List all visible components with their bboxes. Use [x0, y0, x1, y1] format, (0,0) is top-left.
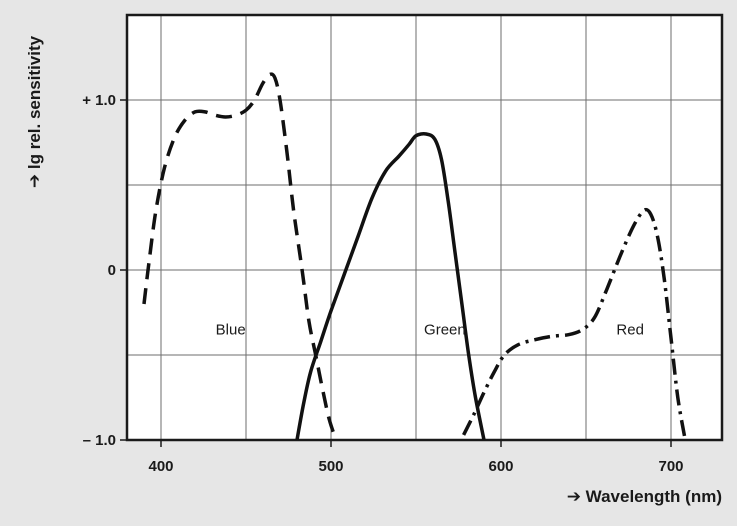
plot-area	[127, 15, 722, 440]
y-tick-label: + 1.0	[82, 92, 116, 109]
series-line-green	[295, 132, 486, 440]
plot-frame	[125, 13, 724, 442]
y-tick-label: – 1.0	[83, 432, 116, 449]
y-axis-ticks: + 1.0 0 – 1.0	[82, 92, 127, 449]
series-label-blue: Blue	[216, 322, 246, 339]
series-line-blue	[142, 72, 338, 440]
y-axis-title: ➔ lg rel. sensitivity	[25, 35, 44, 188]
x-tick-label: 400	[148, 458, 173, 475]
y-tick-label: 0	[108, 262, 116, 279]
series-annotations: Blue Green Red	[216, 322, 644, 339]
series-label-red: Red	[616, 322, 644, 339]
x-axis-title: ➔ Wavelength (nm)	[567, 487, 722, 506]
x-tick-label: 700	[658, 458, 683, 475]
gridlines	[127, 15, 722, 440]
series-line-red	[462, 207, 687, 437]
x-tick-label: 600	[488, 458, 513, 475]
series-curves	[142, 72, 687, 440]
x-tick-label: 500	[318, 458, 343, 475]
x-axis-ticks: 400 500 600 700	[148, 440, 684, 475]
series-label-green: Green	[424, 322, 466, 339]
